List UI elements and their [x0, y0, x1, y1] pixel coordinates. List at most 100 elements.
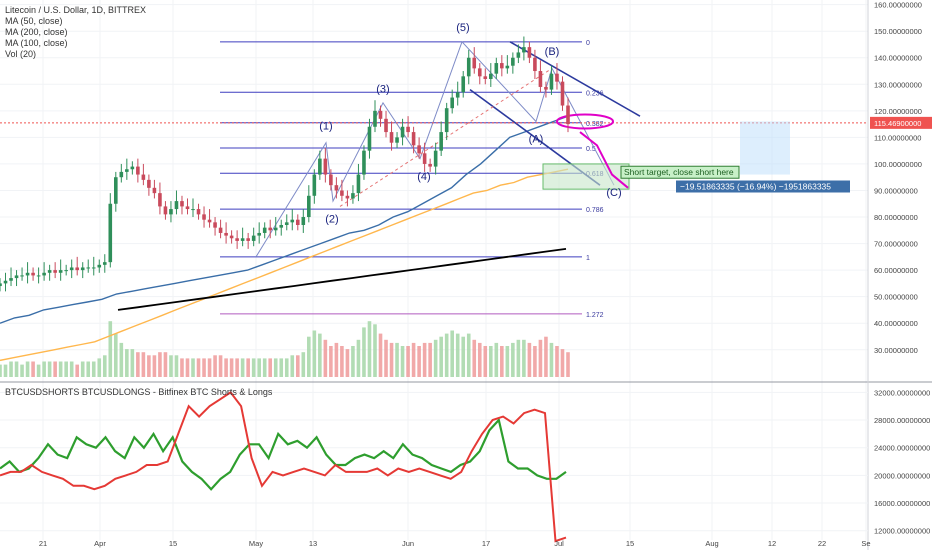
candle-body: [20, 275, 24, 277]
candle-body: [141, 174, 146, 180]
volume-bar: [224, 358, 228, 377]
volume-bar: [125, 349, 129, 377]
volume-bar: [257, 358, 261, 377]
candle-body: [9, 278, 13, 281]
volume-bar: [185, 358, 190, 377]
time-tick: Jun: [402, 539, 414, 548]
volume-bars: [0, 321, 570, 377]
volume-bar: [207, 358, 212, 377]
volume-bar: [422, 342, 427, 377]
candle-body: [428, 163, 432, 167]
candle-body: [86, 267, 91, 269]
candle-body: [75, 267, 80, 271]
price-tick: 120.00000000: [874, 107, 922, 116]
candle-body: [400, 126, 405, 138]
candle-body: [384, 118, 388, 133]
symbol-legend[interactable]: Litecoin / U.S. Dollar, 1D, BITTREX MA (…: [5, 5, 146, 60]
volume-bar: [3, 364, 8, 377]
candle-body: [0, 283, 2, 287]
volume-bar: [500, 346, 504, 377]
measure-note: −19.51863335 (−16.94%) −1951863335: [680, 182, 831, 192]
fib-level-label: 1.272: [586, 312, 604, 319]
magenta-path: [579, 131, 629, 189]
candle-body: [406, 126, 410, 133]
price-tick: 70.00000000: [874, 240, 918, 249]
candle-body: [323, 158, 328, 175]
volume-bar: [488, 346, 493, 377]
candle-body: [295, 219, 300, 225]
candle-body: [329, 174, 333, 186]
target-note-box: [620, 165, 740, 179]
candle-body: [522, 47, 526, 53]
target-note: Short target, close short here: [624, 167, 734, 177]
volume-bar: [25, 361, 30, 377]
candle-body: [169, 209, 173, 215]
volume-bar: [455, 333, 460, 377]
candle-body: [351, 193, 355, 199]
candle-body: [152, 187, 157, 194]
price-tick: 150.00000000: [874, 27, 922, 36]
symbol-title: Litecoin / U.S. Dollar, 1D, BITTREX: [5, 5, 147, 15]
volume-bar: [329, 346, 333, 377]
candle-body: [218, 227, 223, 233]
volume-bar: [378, 333, 383, 377]
shorts-longs-indicator: [0, 391, 868, 543]
last-price-value: 115.46900000: [874, 119, 921, 128]
candle-body: [566, 105, 570, 125]
volume-bar: [290, 355, 295, 377]
wave-label: (2): [325, 213, 338, 225]
volume-bar: [262, 358, 267, 377]
volume-bar: [235, 358, 239, 377]
volume-bar: [196, 358, 201, 377]
candle-body: [527, 47, 532, 58]
volume-bar: [323, 339, 328, 377]
candle-body: [185, 206, 190, 210]
time-tick: 15: [169, 539, 177, 548]
volume-bar: [351, 346, 355, 377]
candle-body: [251, 235, 256, 241]
candle-body: [373, 110, 377, 127]
candle-body: [224, 232, 228, 236]
volume-bar: [400, 346, 405, 377]
volume-bar: [20, 364, 24, 377]
candle-body: [511, 57, 515, 66]
candle-body: [301, 217, 306, 225]
candle-body: [455, 92, 460, 98]
candle-body: [262, 227, 267, 233]
drawings: [0, 40, 868, 258]
price-tick: 30.00000000: [874, 346, 918, 355]
moving-averages: [0, 115, 569, 362]
candle-body: [422, 153, 427, 164]
candle-body: [202, 214, 206, 220]
volume-bar: [307, 336, 311, 377]
candle-body: [472, 57, 477, 69]
indicator-title[interactable]: BTCUSDSHORTS BTCUSDLONGS - Bitfinex BTC …: [5, 387, 273, 397]
volume-bar: [373, 324, 377, 377]
price-tick: 40.00000000: [874, 319, 918, 328]
volume-bar: [549, 342, 554, 377]
volume-bar: [472, 339, 477, 377]
last-price-tag: [870, 116, 932, 129]
price-tick: 90.00000000: [874, 186, 918, 195]
trend-dashed: [339, 67, 553, 207]
volume-bar: [53, 361, 57, 377]
volume-bar: [158, 352, 162, 377]
candle-body: [505, 65, 510, 69]
volume-bar: [312, 330, 317, 377]
price-tick: 140.00000000: [874, 54, 922, 63]
candle-body: [119, 171, 124, 178]
volume-bar: [511, 342, 515, 377]
indicator-tick: 24000.00000000: [874, 444, 930, 453]
volume-bar: [47, 361, 52, 377]
volume-bar: [395, 342, 399, 377]
fib-level-label: 1: [586, 255, 590, 262]
candle-body: [433, 150, 438, 167]
volume-bar: [439, 336, 443, 377]
volume-bar: [169, 355, 173, 377]
annotations: Short target, close short here −19.518633…: [620, 165, 850, 193]
candle-body: [395, 137, 399, 143]
candle-body: [340, 190, 344, 196]
candle-body: [69, 267, 74, 271]
